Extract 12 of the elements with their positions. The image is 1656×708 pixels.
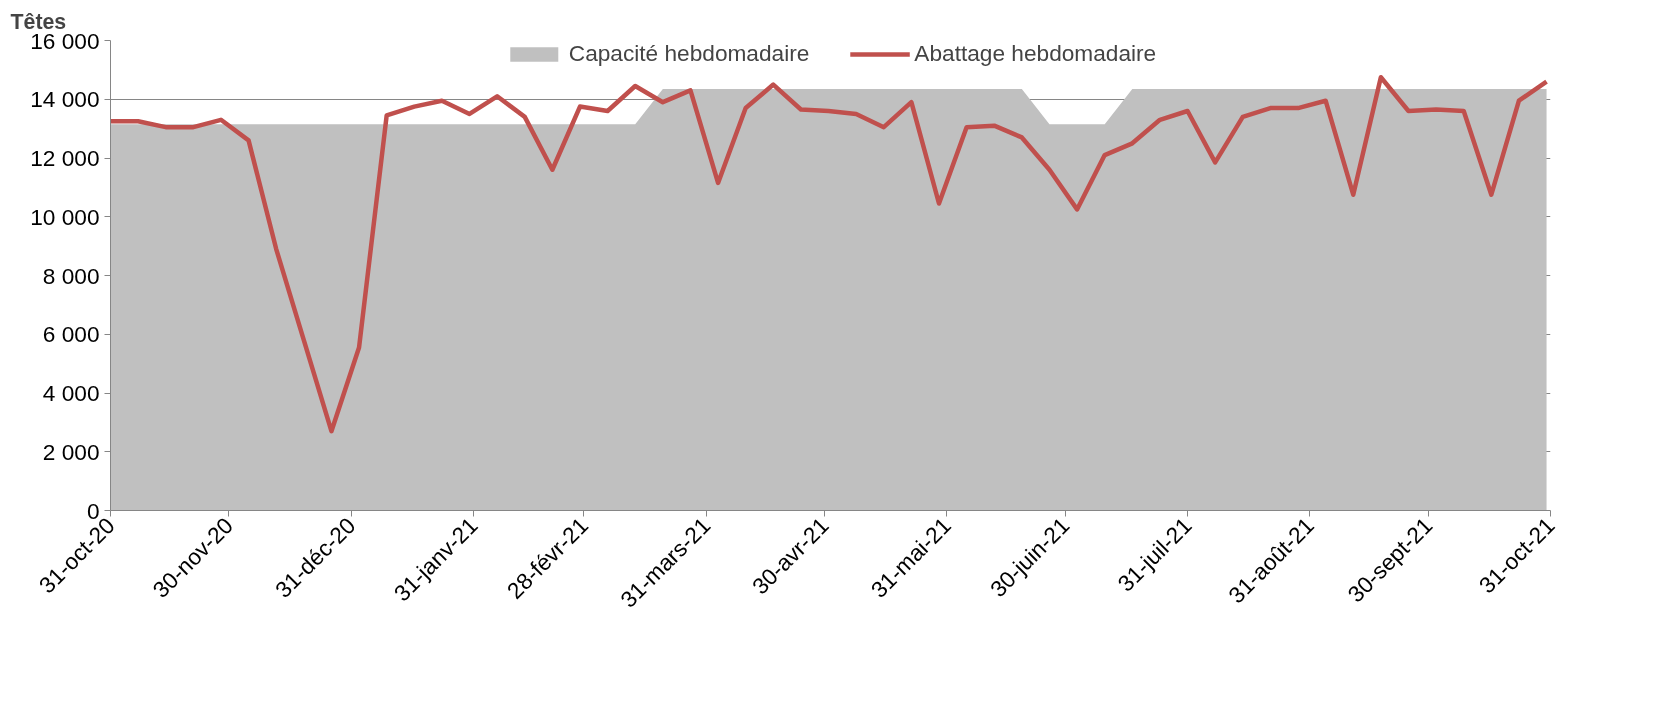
y-tick-label: 2 000 <box>42 438 100 465</box>
y-tick-label: 8 000 <box>42 262 100 289</box>
y-tick-label: 4 000 <box>42 380 100 406</box>
y-tick-label: 10 000 <box>30 203 100 230</box>
legend-label: Capacité hebdomadaire <box>568 40 810 67</box>
y-tick-label: 0 <box>86 497 100 524</box>
y-tick-label: 14 000 <box>30 86 100 113</box>
legend-label: Abattage hebdomadaire <box>914 40 1157 67</box>
y-tick-label: 6 000 <box>42 321 100 348</box>
y-axis-title: Têtes <box>10 9 67 34</box>
line-series <box>110 74 1549 434</box>
y-tick-label: 12 000 <box>30 145 100 171</box>
